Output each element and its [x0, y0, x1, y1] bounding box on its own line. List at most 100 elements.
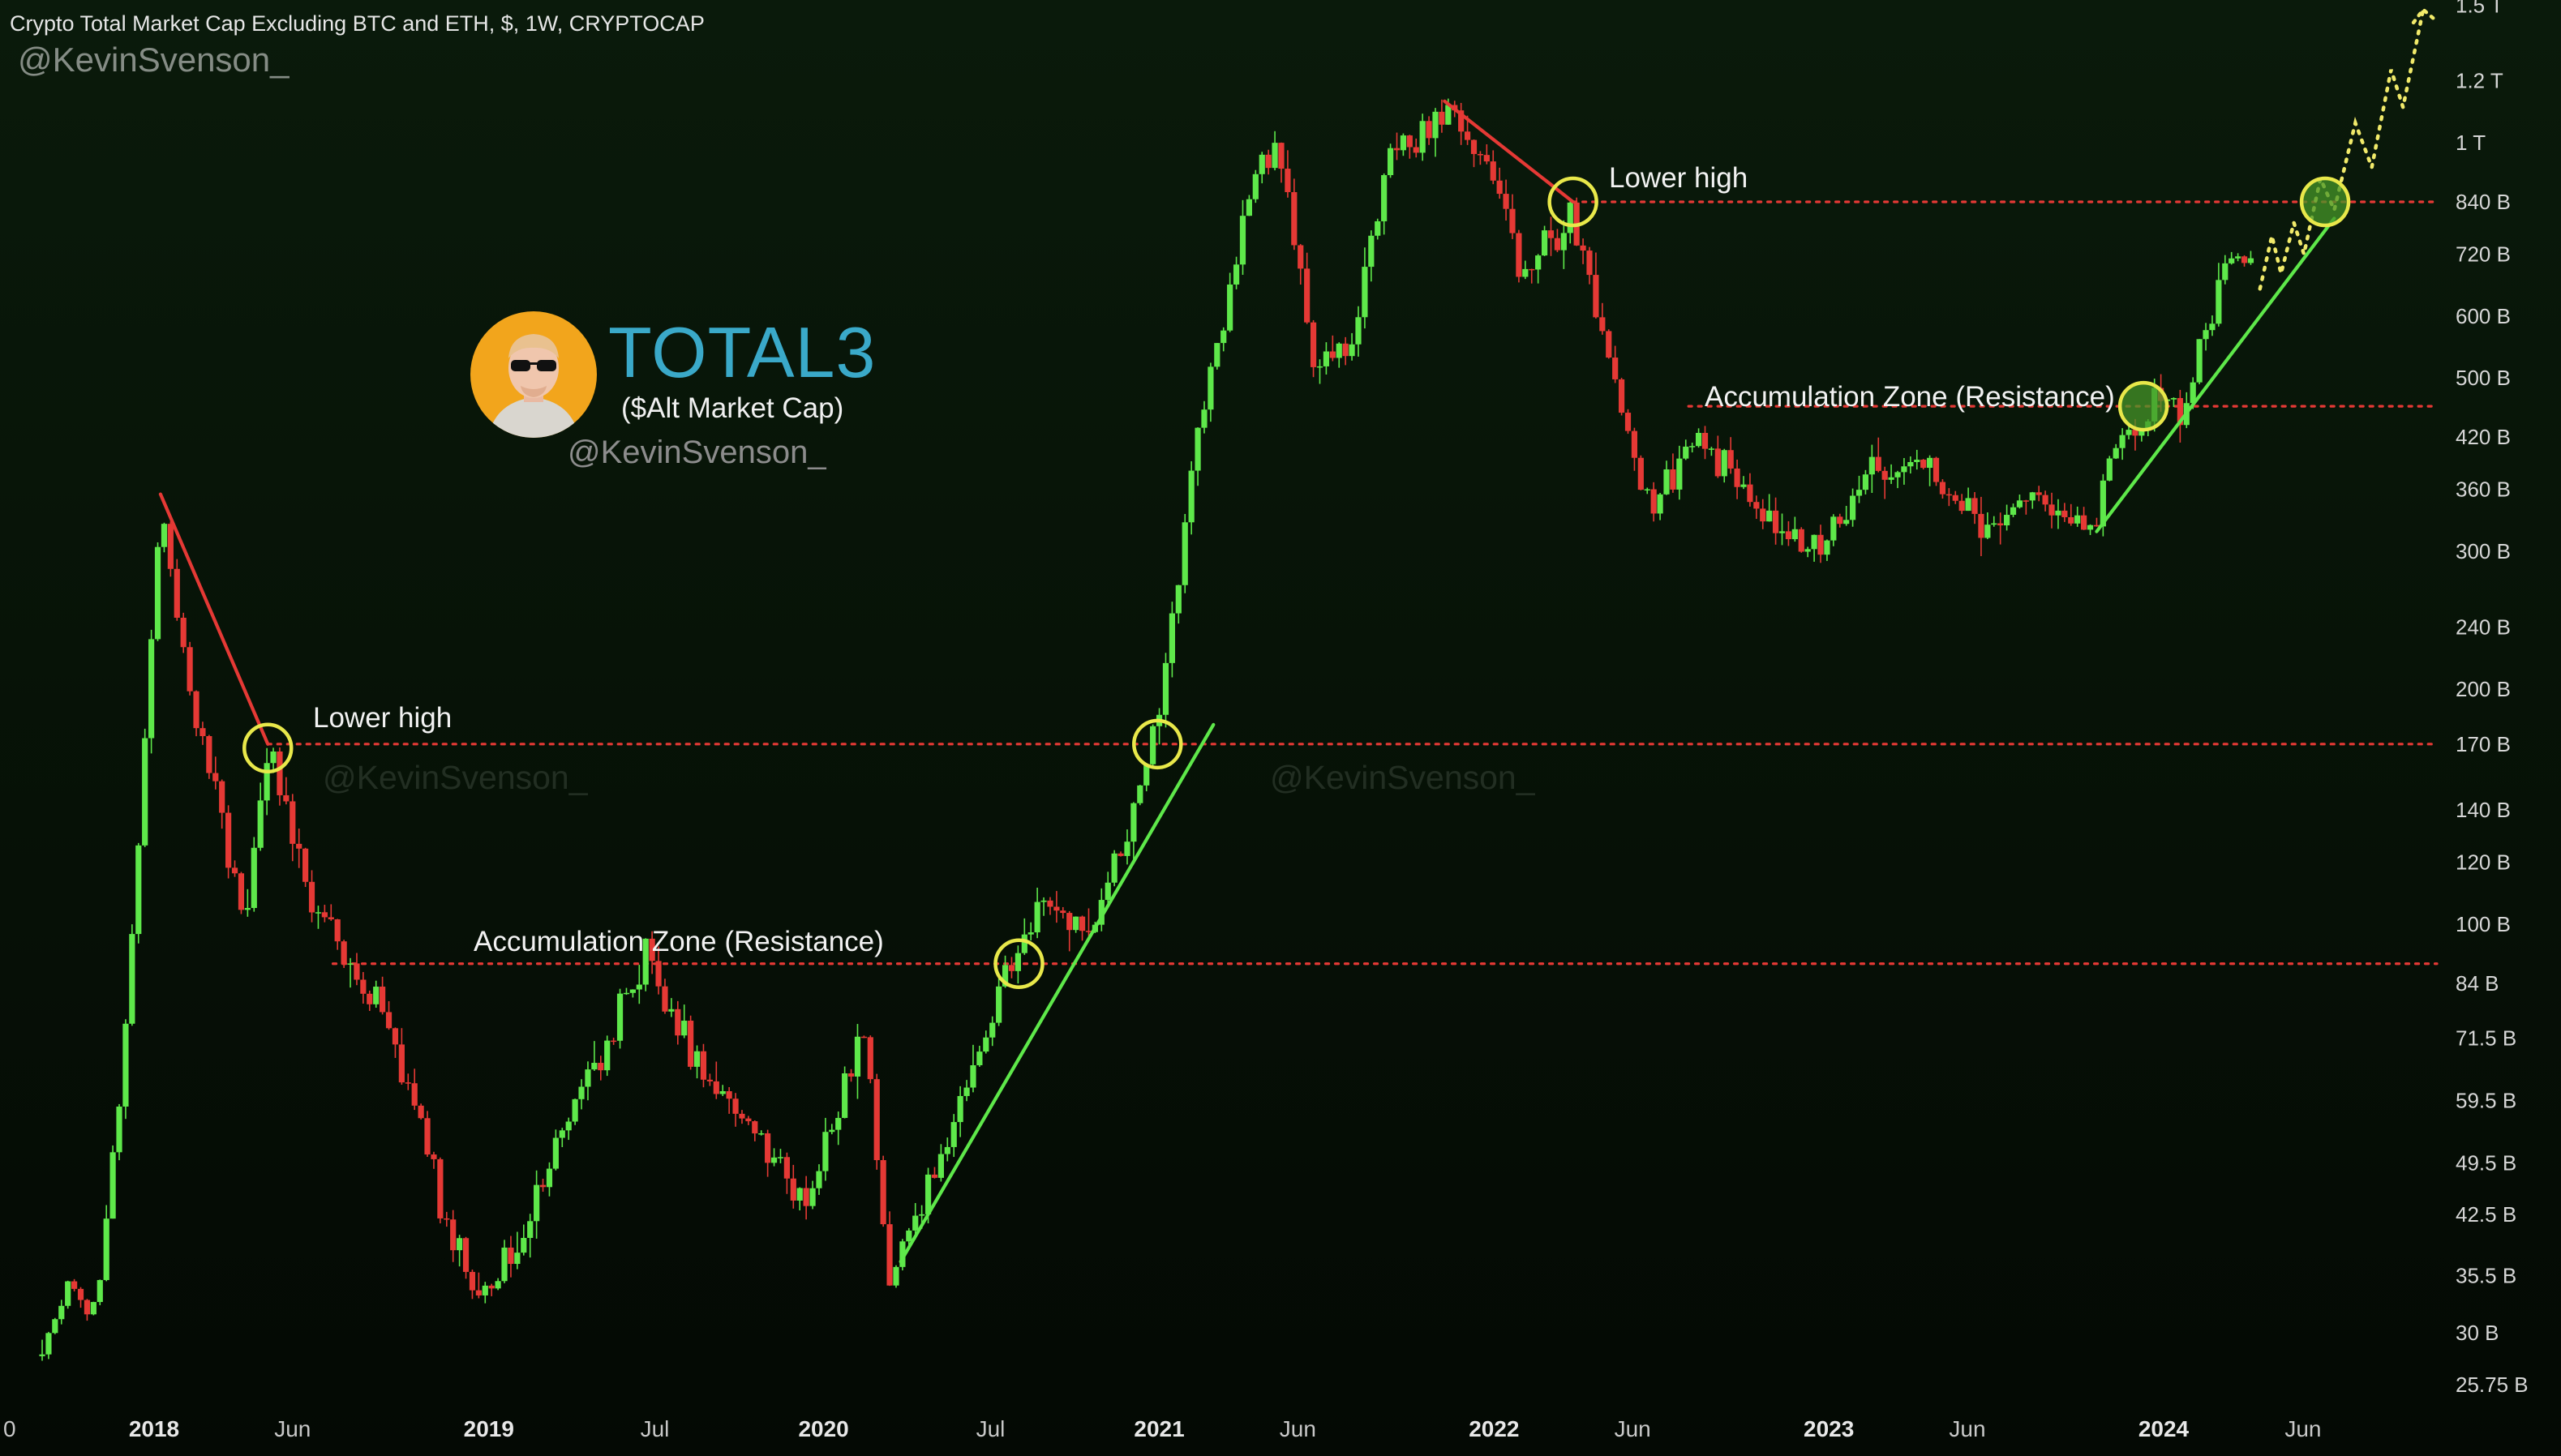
y-tick-label: 420 B: [2456, 425, 2511, 449]
candle: [1811, 534, 1817, 562]
candle: [1708, 447, 1715, 456]
x-tick-label: Jun: [1949, 1416, 1985, 1441]
candle-body: [398, 1044, 405, 1083]
candle-body: [431, 1154, 437, 1159]
candle-body: [1021, 934, 1027, 953]
candle-body: [1298, 245, 1304, 269]
x-tick-label: 2021: [1134, 1416, 1184, 1441]
candle: [1098, 888, 1105, 931]
candle: [1978, 496, 1984, 556]
candle: [842, 1066, 848, 1119]
candle-body: [1695, 432, 1702, 447]
candle-body: [1098, 900, 1105, 925]
candle-body: [2247, 258, 2254, 263]
candle-body: [996, 986, 1002, 1023]
candle: [148, 629, 155, 754]
candle-body: [1855, 490, 1863, 496]
candle: [1547, 216, 1555, 256]
candle: [2042, 490, 2048, 512]
candle: [1310, 319, 1317, 378]
candle-body: [950, 1122, 957, 1147]
candle: [1400, 133, 1407, 156]
candle-body: [534, 1184, 540, 1222]
candle: [2036, 486, 2042, 502]
candle-body: [1978, 513, 1984, 538]
candle-body: [1567, 202, 1573, 233]
candle-body: [2106, 458, 2113, 481]
candle-body: [2048, 504, 2055, 516]
candle-body: [1477, 153, 1484, 156]
annotation-lower-high-2: Lower high: [1609, 162, 1748, 194]
y-tick-label: 500 B: [2456, 366, 2511, 390]
candle: [1945, 488, 1952, 507]
y-tick-label: 1.2 T: [2456, 69, 2503, 93]
candle: [1824, 539, 1830, 561]
candle-body: [2113, 448, 2119, 459]
candle: [1888, 464, 1894, 484]
candle-body: [2132, 430, 2138, 436]
candle-body: [1490, 161, 1496, 181]
candle-body: [1150, 726, 1156, 764]
author-watermark: @KevinSvenson_: [18, 41, 290, 79]
candle-body: [380, 987, 386, 1013]
candle-body: [84, 1300, 91, 1315]
candle-body: [578, 1086, 585, 1099]
brand-subtitle: ($Alt Market Cap): [621, 392, 844, 424]
y-tick-label: 100 B: [2456, 912, 2511, 936]
candle: [655, 946, 662, 995]
candle: [803, 1176, 809, 1220]
candle-body: [906, 1230, 912, 1242]
candle-body: [437, 1158, 444, 1218]
candle: [392, 1027, 399, 1058]
candle: [187, 641, 193, 696]
candle-body: [251, 847, 257, 909]
candle: [418, 1103, 424, 1120]
candle-body: [919, 1214, 925, 1216]
candle-body: [745, 1118, 752, 1122]
candle: [1958, 494, 1965, 515]
x-tick-label: Jul: [641, 1416, 670, 1441]
candle-body: [2190, 382, 2196, 404]
candle-body: [97, 1279, 103, 1303]
candle: [109, 1145, 116, 1219]
candle-body: [193, 691, 199, 729]
candle: [578, 1079, 585, 1110]
candle: [1439, 99, 1445, 133]
y-tick-label: 170 B: [2456, 732, 2511, 756]
y-tick-label: 35.5 B: [2456, 1264, 2516, 1288]
candle-body: [527, 1221, 534, 1238]
candle-body: [1689, 446, 1696, 448]
candle-body: [559, 1130, 565, 1138]
candle-body: [1676, 458, 1683, 490]
candle-body: [539, 1184, 547, 1188]
y-axis[interactable]: 1.5 T 1.2 T 1 T 840 B 720 B 600 B 500 B 420 B 36…: [2456, 0, 2529, 1397]
candle: [2061, 503, 2068, 522]
x-axis[interactable]: 0 2018 Jun 2019 Jul 2020 Jul 2021 Jun 2022 Jun 2023…: [3, 1416, 2321, 1441]
candle-body: [616, 993, 624, 1041]
candle-body: [1817, 534, 1824, 555]
candle-body: [842, 1073, 848, 1118]
candle-body: [809, 1188, 816, 1206]
candle: [1130, 802, 1137, 859]
candle: [572, 1098, 578, 1125]
candle: [675, 1000, 681, 1045]
y-tick-label: 1 T: [2456, 131, 2486, 155]
candle-body: [893, 1266, 899, 1286]
candle: [552, 1129, 559, 1171]
candle: [39, 1339, 45, 1361]
candle-body: [1259, 154, 1265, 174]
candle-body: [1336, 343, 1342, 358]
candle-body: [2216, 280, 2222, 324]
candle-body: [1342, 343, 1349, 357]
candle-body: [572, 1098, 578, 1122]
candle-body: [642, 938, 649, 985]
candle: [565, 1117, 572, 1141]
candle: [1477, 151, 1484, 165]
candle-body: [1901, 466, 1907, 473]
candle-body: [1085, 931, 1092, 932]
candle: [469, 1270, 476, 1300]
x-tick-label: 2022: [1469, 1416, 1519, 1441]
candle: [488, 1283, 495, 1296]
candle-body: [475, 1290, 482, 1295]
